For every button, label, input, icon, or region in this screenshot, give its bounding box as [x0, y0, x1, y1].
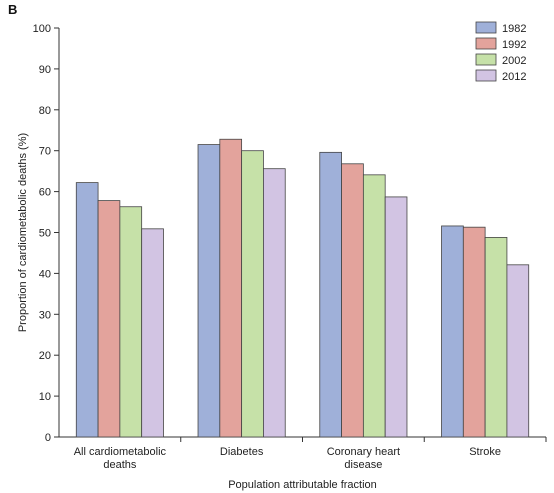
legend-swatch-1992 [475, 37, 497, 50]
legend-swatch-1982 [475, 21, 497, 34]
bar-1992 [341, 163, 364, 438]
bar-2012 [506, 264, 530, 438]
y-tick-label: 20 [39, 350, 51, 362]
plot-area: 0 10 20 30 40 50 60 70 80 90 100 Proportion of card… [17, 21, 547, 491]
y-tick-label: 10 [39, 391, 51, 403]
y-axis-title: Proportion of cardiometabolic deaths (%) [17, 133, 29, 332]
bar-1982 [75, 182, 99, 438]
bar-1992 [462, 226, 486, 438]
y-tick-label: 0 [45, 432, 51, 444]
bar-2012 [384, 196, 408, 438]
bar-2012 [141, 228, 164, 438]
legend-label-2012: 2012 [502, 71, 526, 83]
bar-1982 [319, 151, 342, 438]
bar-2012 [263, 168, 286, 438]
x-tick-label: All cardiometabolic [74, 446, 167, 458]
legend-label-1982: 1982 [502, 23, 526, 35]
y-tick-label: 60 [39, 187, 51, 199]
bar-1992 [219, 138, 243, 438]
x-tick-label: disease [344, 459, 382, 471]
legend-swatch-2002 [475, 53, 497, 66]
y-tick-label: 50 [39, 228, 51, 240]
bar-1992 [97, 200, 121, 438]
y-tick-label: 100 [33, 23, 51, 35]
x-tick-label: Coronary heart [327, 446, 400, 458]
panel-label: B [8, 2, 17, 17]
bar-2002 [362, 174, 386, 438]
y-tick-label: 30 [39, 309, 51, 321]
y-tick-label: 40 [39, 268, 51, 280]
y-tick-label: 80 [39, 105, 51, 117]
bar-1982 [441, 225, 464, 438]
x-tick-label: deaths [103, 459, 137, 471]
legend-label-1992: 1992 [502, 39, 526, 51]
bar-2002 [484, 237, 508, 438]
x-tick-label: Stroke [469, 446, 501, 458]
legend-swatch-2012 [475, 69, 497, 82]
bar-2002 [241, 150, 264, 438]
bar-1982 [197, 144, 221, 438]
legend-label-2002: 2002 [502, 55, 526, 67]
y-tick-label: 90 [39, 64, 51, 76]
y-tick-label: 70 [39, 146, 51, 158]
x-tick-label: Diabetes [220, 446, 264, 458]
x-axis-title: Population attributable fraction [228, 479, 377, 491]
bar-2002 [119, 206, 143, 438]
